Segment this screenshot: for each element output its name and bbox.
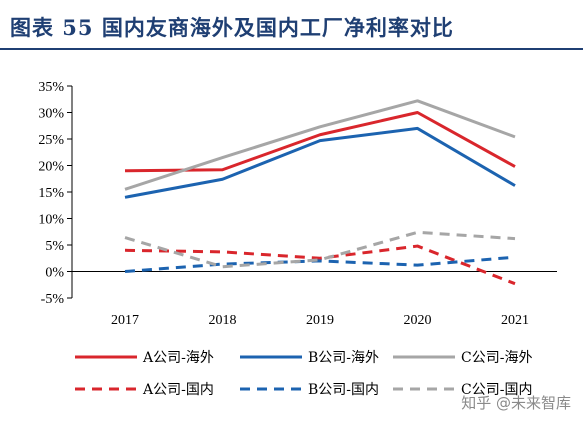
y-tick-label: 25% [38,133,64,148]
y-tick-label: 15% [38,186,64,201]
legend-label-5: B公司-国内 [308,382,379,398]
legend-label-2: B公司-海外 [308,350,379,366]
x-tick-label: 2019 [306,313,334,328]
legend-label-4: A公司-国内 [142,382,214,398]
title-bar: 图表 55 国内友商海外及国内工厂净利率对比 [0,0,583,50]
legend-label-1: A公司-海外 [142,350,214,366]
y-tick-label: 30% [38,107,64,122]
y-tick-label: 20% [38,160,64,175]
series-line-4 [124,244,516,286]
y-tick-label: 0% [45,266,64,281]
series-line-3 [124,99,516,191]
series-layer [124,99,516,286]
legend: A公司-海外 B公司-海外 C公司-海外 A公司-国内 B公司-国内 C公司-国内 [75,350,532,398]
series-line-2 [124,126,516,199]
chart-axes: -5% 0% 5% 10% 15% 20% 25% 30% 35% 2017 2018 2019 202… [38,80,557,328]
y-tick-label: -5% [41,292,65,307]
y-tick-label: 5% [45,239,64,254]
y-tick-label: 35% [38,80,64,95]
legend-label-6: C公司-国内 [461,382,532,398]
series-line-5 [124,255,516,273]
x-tick-label: 2020 [404,313,432,328]
y-tick-label: 10% [38,213,64,228]
x-tick-label: 2017 [111,313,139,328]
x-tick-label: 2018 [209,313,237,328]
watermark: 知乎 @未来智库 [461,394,571,412]
x-tick-label: 2021 [501,313,529,328]
series-line-1 [124,111,516,173]
legend-label-3: C公司-海外 [461,350,532,366]
chart-title: 图表 55 国内友商海外及国内工厂净利率对比 [10,15,454,40]
title-underline [0,48,583,50]
